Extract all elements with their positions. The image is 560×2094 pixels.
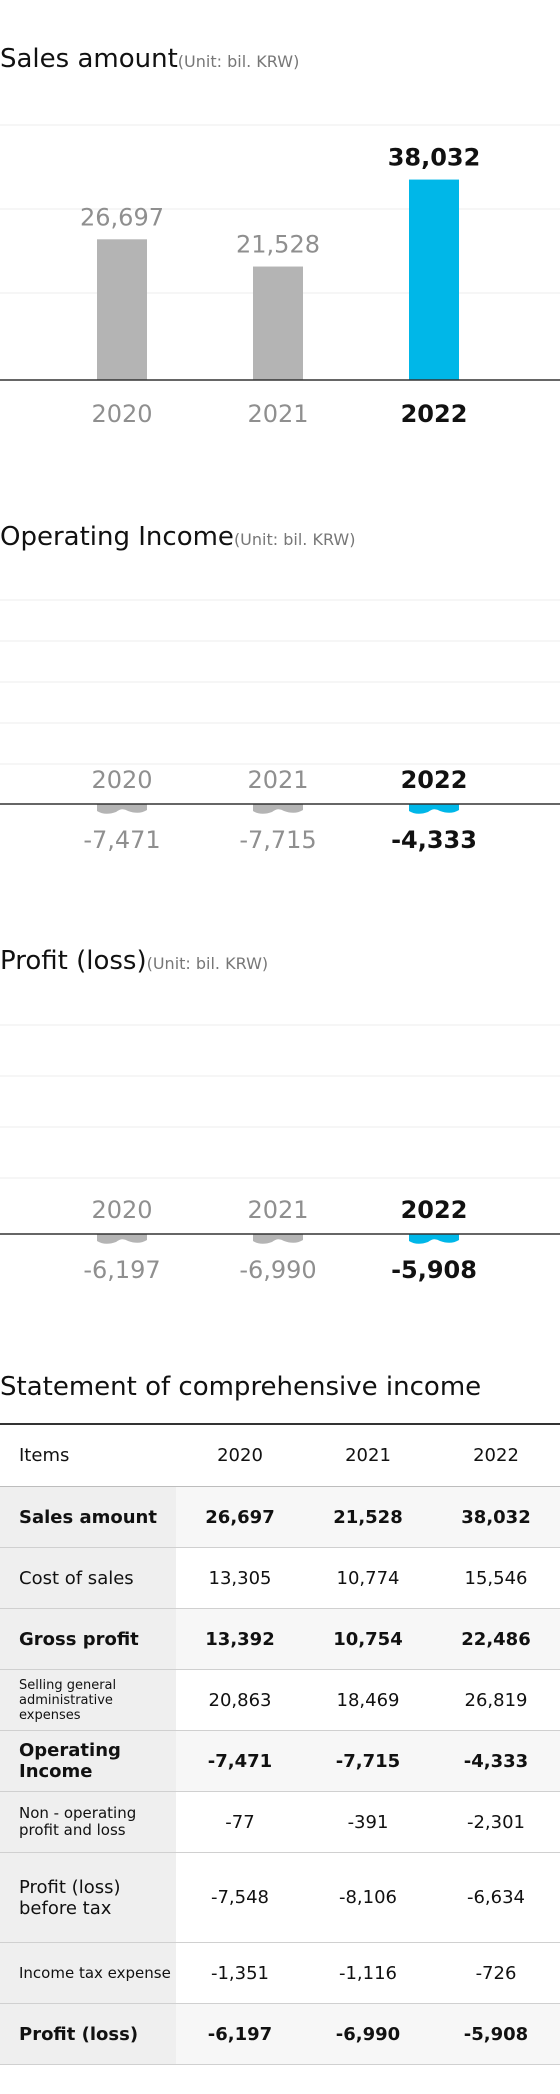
value-label-2021: -7,715 [239, 826, 316, 854]
x-tick-2022: 2022 [401, 400, 468, 428]
bar-2020 [97, 804, 147, 814]
value-label-2020: 26,697 [80, 203, 164, 231]
x-tick-2020: 2020 [91, 1196, 152, 1224]
row-value-2022: 26,819 [432, 1669, 560, 1731]
row-value-2022: -2,301 [432, 1791, 560, 1853]
value-label-2022: 38,032 [388, 144, 481, 172]
row-item: Gross profit [0, 1608, 176, 1670]
row-value-2020: 20,863 [176, 1669, 304, 1731]
row-value-2020: -7,548 [176, 1852, 304, 1943]
operating-chart: 2020 -7,471 2021 -7,715 2022 -4,333 [0, 599, 560, 854]
table-row: Selling general administrative expenses … [0, 1669, 560, 1731]
row-item: Profit (loss) [0, 2003, 176, 2065]
row-value-2022: -4,333 [432, 1730, 560, 1792]
sales-title-text: Sales amount [0, 44, 178, 74]
row-value-2021: 21,528 [304, 1486, 432, 1548]
x-tick-2020: 2020 [91, 400, 152, 428]
row-value-2022: -726 [432, 1942, 560, 2004]
operating-title: Operating Income(Unit: bil. KRW) [0, 522, 355, 552]
row-item: Profit (loss) before tax [0, 1852, 176, 1943]
row-value-2021: -8,106 [304, 1852, 432, 1943]
row-value-2022: 15,546 [432, 1547, 560, 1609]
x-tick-2022: 2022 [401, 1196, 468, 1224]
row-value-2020: 13,305 [176, 1547, 304, 1609]
row-item: Sales amount [0, 1486, 176, 1548]
x-tick-2021: 2021 [247, 766, 308, 794]
bar-2021 [253, 1234, 303, 1244]
row-item: Cost of sales [0, 1547, 176, 1609]
bar-2022 [409, 1234, 459, 1244]
col-header-2022: 2022 [432, 1424, 560, 1487]
row-value-2021: -391 [304, 1791, 432, 1853]
row-value-2021: 10,754 [304, 1608, 432, 1670]
row-item: Operating Income [0, 1730, 176, 1792]
row-value-2022: 22,486 [432, 1608, 560, 1670]
row-value-2021: 10,774 [304, 1547, 432, 1609]
sales-unit: (Unit: bil. KRW) [177, 52, 300, 71]
bar-2022 [409, 179, 459, 380]
value-label-2020: -6,197 [83, 1256, 160, 1284]
operating-title-text: Operating Income [0, 522, 234, 552]
x-tick-2022: 2022 [401, 766, 468, 794]
row-value-2022: -6,634 [432, 1852, 560, 1943]
sales-chart: 26,697 2020 21,528 2021 38,032 2022 [0, 124, 560, 428]
value-label-2021: 21,528 [236, 231, 320, 259]
row-value-2021: -1,116 [304, 1942, 432, 2004]
col-header-2020: 2020 [176, 1424, 304, 1487]
row-value-2020: 26,697 [176, 1486, 304, 1548]
row-item: Non - operating profit and loss [0, 1791, 176, 1853]
row-value-2021: 18,469 [304, 1669, 432, 1731]
profit-title: Profit (loss)(Unit: bil. KRW) [0, 946, 268, 976]
bar-2020 [97, 1234, 147, 1244]
col-header-items: Items [0, 1424, 176, 1487]
value-label-2021: -6,990 [239, 1256, 316, 1284]
row-value-2020: -77 [176, 1791, 304, 1853]
sales-title: Sales amount(Unit: bil. KRW) [0, 44, 299, 74]
row-value-2022: -5,908 [432, 2003, 560, 2065]
row-value-2021: -6,990 [304, 2003, 432, 2065]
x-tick-2021: 2021 [247, 400, 308, 428]
row-value-2020: -7,471 [176, 1730, 304, 1792]
statement-table: Items 2020 2021 2022 Sales amount 26,697… [0, 1424, 560, 2065]
col-header-2021: 2021 [304, 1424, 432, 1487]
table-header-row: Items 2020 2021 2022 [0, 1424, 560, 1487]
table-row: Non - operating profit and loss -77 -391… [0, 1791, 560, 1853]
table-row: Gross profit 13,392 10,754 22,486 [0, 1608, 560, 1670]
table-row: Income tax expense -1,351 -1,116 -726 [0, 1942, 560, 2004]
row-value-2020: 13,392 [176, 1608, 304, 1670]
profit-unit: (Unit: bil. KRW) [146, 954, 269, 973]
value-label-2022: -4,333 [391, 826, 477, 854]
statement-title: Statement of comprehensive income [0, 1372, 482, 1402]
value-label-2022: -5,908 [391, 1256, 477, 1284]
x-tick-2020: 2020 [91, 766, 152, 794]
bar-2020 [97, 239, 147, 380]
row-item: Income tax expense [0, 1942, 176, 2004]
bar-2022 [409, 804, 459, 814]
row-value-2021: -7,715 [304, 1730, 432, 1792]
x-tick-2021: 2021 [247, 1196, 308, 1224]
table-row: Sales amount 26,697 21,528 38,032 [0, 1486, 560, 1548]
table-row: Operating Income -7,471 -7,715 -4,333 [0, 1730, 560, 1792]
row-item: Selling general administrative expenses [0, 1669, 176, 1731]
bar-2021 [253, 804, 303, 814]
table-row: Cost of sales 13,305 10,774 15,546 [0, 1547, 560, 1609]
profit-chart: 2020 -6,197 2021 -6,990 2022 -5,908 [0, 1024, 560, 1284]
row-value-2022: 38,032 [432, 1486, 560, 1548]
row-value-2020: -1,351 [176, 1942, 304, 2004]
profit-title-text: Profit (loss) [0, 946, 147, 976]
operating-unit: (Unit: bil. KRW) [233, 530, 356, 549]
table-row: Profit (loss) before tax -7,548 -8,106 -… [0, 1852, 560, 1943]
value-label-2020: -7,471 [83, 826, 160, 854]
row-value-2020: -6,197 [176, 2003, 304, 2065]
bar-2021 [253, 266, 303, 380]
table-row: Profit (loss) -6,197 -6,990 -5,908 [0, 2003, 560, 2065]
